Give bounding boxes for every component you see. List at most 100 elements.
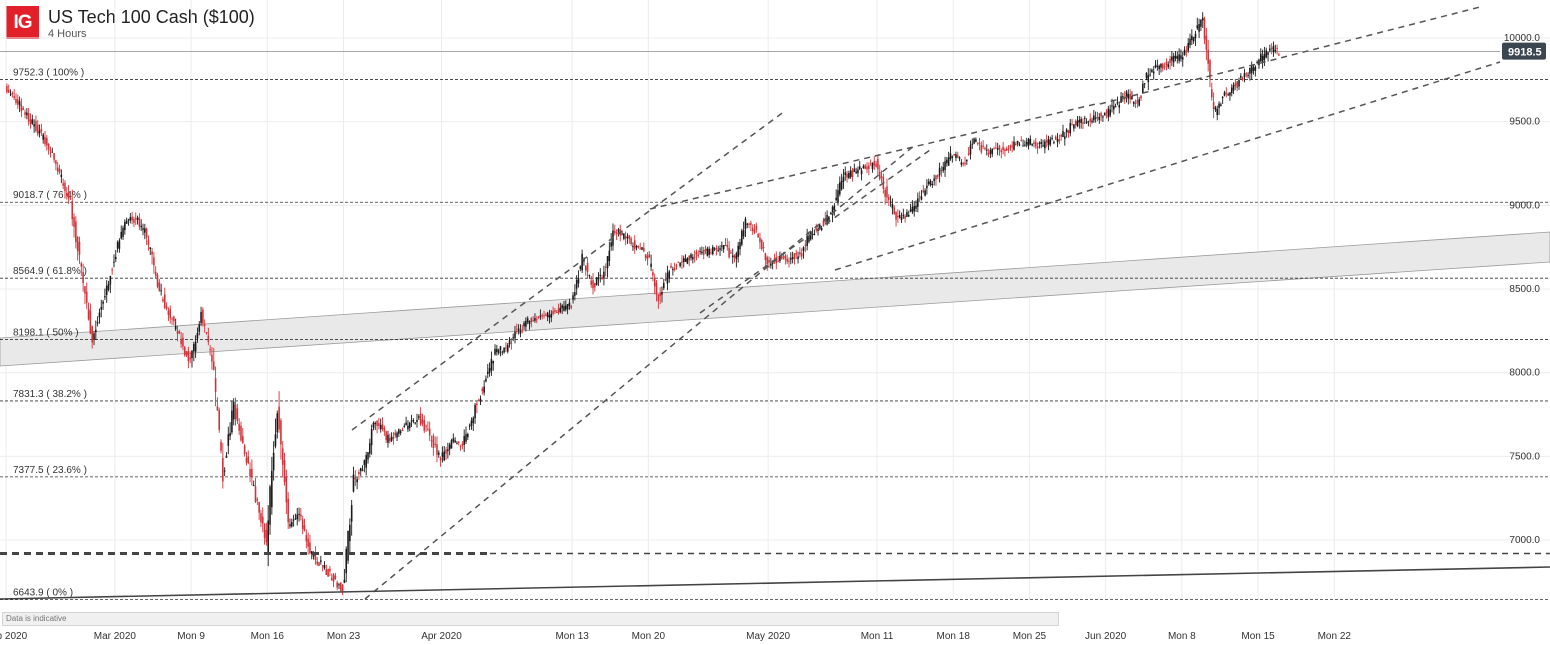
candle-body	[1058, 139, 1061, 142]
candle-body	[84, 286, 86, 294]
candle-body	[260, 513, 262, 523]
candle-body	[953, 154, 955, 156]
candle-body	[310, 551, 313, 554]
candle-body	[1034, 141, 1037, 147]
candle-body	[857, 169, 859, 174]
candle-body	[799, 252, 801, 255]
candle-body	[980, 144, 983, 153]
candle-body	[209, 349, 211, 351]
candle-body	[18, 101, 21, 106]
candle-body	[381, 424, 384, 430]
candle-body	[363, 460, 366, 466]
candle-body	[924, 190, 926, 196]
candle-body	[584, 266, 587, 271]
candle-body	[134, 218, 137, 220]
candle-body	[1163, 66, 1166, 68]
candle-body	[202, 309, 204, 324]
candle-body	[960, 162, 963, 165]
candle-body	[1261, 55, 1264, 62]
candle-body	[699, 250, 701, 252]
candle-body	[577, 278, 580, 284]
candle-body	[42, 134, 44, 140]
candle-body	[1189, 38, 1191, 46]
candle-body	[160, 290, 162, 292]
candle-body	[931, 184, 934, 186]
chart-timeframe: 4 Hours	[48, 28, 87, 40]
rising-support-line	[834, 61, 1501, 271]
candle-body	[1036, 146, 1039, 149]
candle-body	[1134, 102, 1137, 104]
candle-body	[516, 330, 518, 332]
candle-body	[238, 423, 240, 431]
candle-body	[390, 436, 393, 441]
candle-body	[272, 452, 275, 471]
candle-body	[1118, 105, 1121, 108]
candle-body	[768, 260, 770, 263]
candle-body	[218, 410, 221, 430]
candle-body	[1098, 116, 1101, 120]
candle-body	[721, 245, 723, 247]
candle-body	[1103, 112, 1106, 116]
chart-titles: US Tech 100 Cash ($100) 4 Hours	[48, 7, 255, 41]
candle-body	[1243, 73, 1246, 78]
candle-body	[1031, 143, 1033, 146]
candle-body	[737, 245, 739, 257]
candle-body	[615, 232, 618, 234]
candle-body	[93, 333, 95, 341]
candle-body	[1044, 141, 1046, 149]
candle-body	[191, 350, 193, 359]
candle-body	[439, 457, 442, 461]
candle-body	[1183, 49, 1186, 56]
candle-body	[1054, 136, 1057, 140]
candle-body	[505, 347, 507, 349]
candle-body	[1105, 111, 1108, 113]
candle-body	[1129, 93, 1131, 100]
candle-body	[104, 295, 106, 298]
candle-body	[688, 255, 690, 261]
candle-body	[1136, 100, 1139, 104]
candle-body	[973, 138, 975, 144]
candle-body	[1258, 59, 1260, 66]
candle-body	[1143, 83, 1146, 85]
candle-body	[448, 444, 451, 450]
candle-body	[875, 163, 877, 167]
candle-body	[111, 269, 113, 271]
candle-body	[848, 172, 850, 178]
candle-body	[6, 85, 8, 93]
candle-body	[579, 266, 582, 269]
candle-body	[330, 578, 333, 581]
candle-body	[1025, 142, 1028, 145]
candle-body	[49, 149, 52, 151]
candlestick-layer	[6, 12, 1280, 596]
candle-body	[982, 145, 984, 147]
candle-body	[1207, 49, 1209, 64]
x-tick-label: Mon 8	[1168, 631, 1196, 642]
candle-body	[289, 524, 291, 527]
candle-body	[690, 254, 692, 258]
candle-body	[744, 218, 747, 230]
y-tick-label: 10000.0	[1504, 33, 1541, 44]
candle-body	[575, 280, 578, 289]
candle-body	[784, 255, 787, 260]
candle-body	[454, 440, 456, 443]
candle-body	[741, 230, 743, 245]
fib-level-label: 8564.9 ( 61.8% )	[13, 266, 87, 277]
candle-body	[701, 251, 703, 254]
candle-body	[684, 258, 687, 262]
candle-body	[1016, 140, 1019, 144]
candle-body	[56, 167, 59, 172]
candle-body	[1142, 83, 1144, 94]
candle-body	[1056, 139, 1059, 143]
candle-body	[1274, 49, 1277, 51]
candle-body	[414, 422, 416, 424]
candle-body	[944, 161, 946, 170]
candle-body	[1024, 144, 1026, 146]
candle-body	[1089, 118, 1092, 122]
candle-body	[416, 420, 418, 423]
candle-body	[376, 420, 378, 426]
candle-body	[334, 575, 337, 579]
candle-body	[428, 428, 431, 436]
candle-body	[223, 470, 226, 472]
candle-body	[917, 198, 919, 207]
